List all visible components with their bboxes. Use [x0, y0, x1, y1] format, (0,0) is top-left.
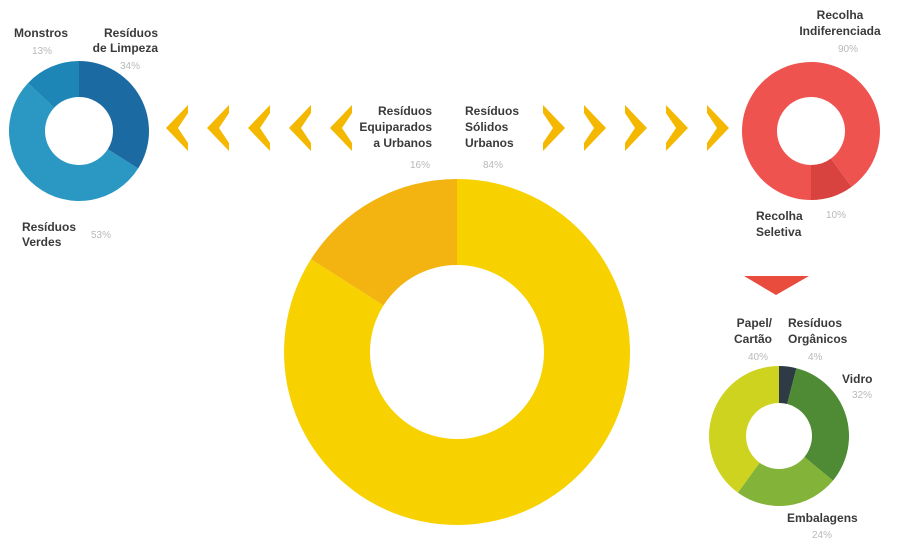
slice-vidro [787, 368, 849, 481]
slice-papel-cartao [709, 366, 779, 493]
label-papel-2: Cartão [733, 332, 772, 346]
label-residuos-limpeza-1: Resíduos [103, 26, 158, 40]
label-organicos-2: Orgânicos [788, 332, 848, 346]
label-monstros: Monstros [14, 26, 68, 40]
pct-organicos: 4% [808, 352, 823, 363]
label-indiferenciada-2: Indiferenciada [799, 24, 881, 38]
chevron-right-icon [707, 105, 729, 151]
label-solidos-urbanos-3: Urbanos [465, 136, 514, 150]
label-solidos-urbanos-1: Resíduos [465, 104, 520, 118]
pct-monstros: 13% [32, 46, 53, 57]
label-equiparados-2: Equiparados [359, 120, 432, 134]
pct-vidro: 32% [852, 390, 873, 401]
slice-recolha-indiferenciada [742, 61, 880, 200]
pct-residuos-verdes: 53% [91, 230, 112, 241]
pct-equiparados: 16% [409, 160, 430, 171]
donut-center [284, 179, 630, 525]
chevron-left-icon [166, 105, 188, 151]
arrows-right [543, 105, 729, 151]
chevron-left-icon [207, 105, 229, 151]
chevron-left-icon [289, 105, 311, 151]
slice-residuos-solidos-urbanos [284, 179, 630, 525]
pct-seletiva: 10% [826, 210, 847, 221]
label-equiparados-3: a Urbanos [373, 136, 432, 150]
donut-left [9, 61, 150, 201]
chevron-right-icon [584, 105, 606, 151]
arrows-left [166, 105, 352, 151]
label-embalagens: Embalagens [787, 511, 858, 525]
donut-right-bottom [709, 366, 849, 506]
label-papel-1: Papel/ [736, 316, 772, 330]
label-equiparados-1: Resíduos [377, 104, 432, 118]
slice-monstros [27, 61, 79, 108]
label-indiferenciada-1: Recolha [816, 8, 864, 22]
label-vidro: Vidro [842, 372, 873, 386]
label-organicos-1: Resíduos [788, 316, 843, 330]
pct-papel: 40% [748, 352, 769, 363]
label-seletiva-2: Seletiva [756, 225, 802, 239]
label-solidos-urbanos-2: Sólidos [465, 120, 509, 134]
pct-embalagens: 24% [812, 530, 833, 541]
chevron-left-icon [330, 105, 352, 151]
label-seletiva-1: Recolha [756, 209, 803, 223]
down-arrow-icon [744, 276, 809, 295]
slice-residuos-de-limpeza [79, 61, 150, 169]
chevron-right-icon [625, 105, 647, 151]
label-residuos-verdes-2: Verdes [22, 235, 62, 249]
chevron-right-icon [666, 105, 688, 151]
slice-residuos-verdes [9, 83, 139, 201]
chevron-right-icon [543, 105, 565, 151]
slice-residuos-equiparados-a-urbanos [310, 179, 457, 306]
pct-solidos-urbanos: 84% [483, 160, 504, 171]
slice-residuos-organicos [779, 366, 797, 405]
label-residuos-limpeza-2: de Limpeza [92, 41, 158, 55]
pct-residuos-limpeza: 34% [120, 61, 141, 72]
pct-indiferenciada: 90% [838, 44, 859, 55]
slice-embalagens [737, 457, 833, 506]
slice-recolha-seletiva [811, 158, 852, 200]
chevron-left-icon [248, 105, 270, 151]
donut-right-top [742, 61, 880, 200]
label-residuos-verdes-1: Resíduos [22, 220, 77, 234]
